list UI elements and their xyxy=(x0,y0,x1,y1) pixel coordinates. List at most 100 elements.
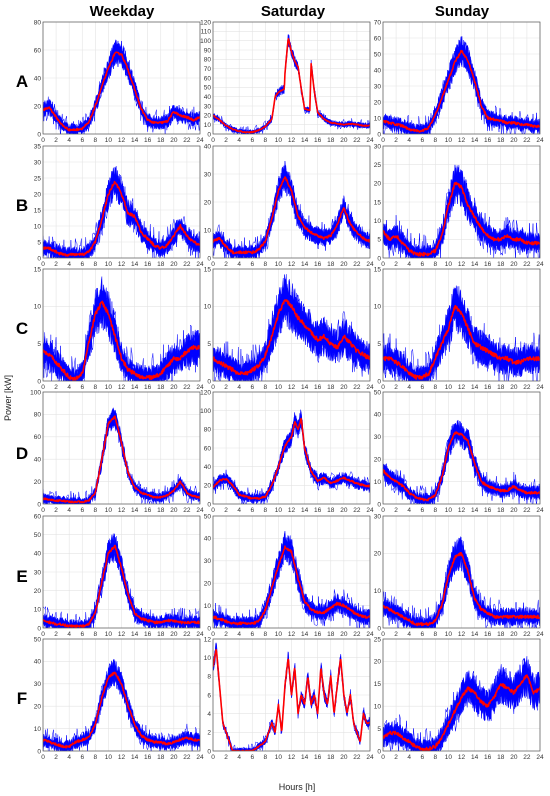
x-tick-label: 2 xyxy=(224,754,228,761)
x-tick-label: 16 xyxy=(484,137,492,144)
series-group xyxy=(383,536,540,628)
x-tick-label: 2 xyxy=(224,631,228,638)
x-tick-label: 2 xyxy=(54,137,58,144)
x-tick-label: 0 xyxy=(41,261,45,268)
series-envelope xyxy=(213,642,370,751)
y-tick-label: 80 xyxy=(34,19,42,26)
y-tick-label: 10 xyxy=(204,655,212,662)
x-tick-label: 16 xyxy=(144,754,152,761)
x-tick-label: 6 xyxy=(250,754,254,761)
x-tick-label: 22 xyxy=(353,384,361,391)
x-tick-label: 6 xyxy=(420,261,424,268)
x-tick-label: 10 xyxy=(445,507,453,514)
x-tick-label: 6 xyxy=(420,507,424,514)
x-tick-label: 18 xyxy=(497,507,505,514)
x-tick-label: 8 xyxy=(434,384,438,391)
plot-frame xyxy=(42,145,201,259)
x-tick-label: 4 xyxy=(67,754,71,761)
x-tick-label: 6 xyxy=(250,137,254,144)
series-group xyxy=(43,165,200,258)
x-tick-label: 16 xyxy=(144,384,152,391)
series-mean-line xyxy=(213,176,370,255)
plot-frame xyxy=(382,638,541,752)
x-tick-label: 8 xyxy=(264,754,268,761)
y-tick-label: 15 xyxy=(34,207,42,214)
x-tick-label: 8 xyxy=(434,631,438,638)
x-tick-label: 22 xyxy=(523,631,531,638)
x-tick-label: 10 xyxy=(105,507,113,514)
series-envelope xyxy=(383,658,540,751)
x-tick-label: 10 xyxy=(445,631,453,638)
y-tick-label: 60 xyxy=(374,35,382,42)
row-label-b: B xyxy=(16,196,28,215)
y-tick-label: 0 xyxy=(207,625,211,632)
x-tick-label: 0 xyxy=(381,261,385,268)
series-group xyxy=(383,36,540,134)
x-tick-label: 0 xyxy=(211,631,215,638)
series-group xyxy=(213,531,370,628)
x-tick-label: 0 xyxy=(381,754,385,761)
x-tick-label: 22 xyxy=(523,754,531,761)
x-tick-label: 12 xyxy=(458,507,466,514)
series-envelope xyxy=(43,533,200,628)
x-tick-label: 22 xyxy=(353,631,361,638)
x-tick-label: 22 xyxy=(183,507,191,514)
x-tick-label: 10 xyxy=(445,261,453,268)
x-tick-label: 12 xyxy=(458,384,466,391)
y-tick-label: 15 xyxy=(374,199,382,206)
x-tick-label: 18 xyxy=(157,631,165,638)
plot-frame xyxy=(212,638,371,752)
y-tick-label: 110 xyxy=(201,29,212,36)
x-tick-label: 6 xyxy=(80,754,84,761)
series-mean-line xyxy=(43,415,200,504)
y-tick-label: 0 xyxy=(207,131,211,138)
x-tick-label: 10 xyxy=(445,384,453,391)
x-tick-label: 12 xyxy=(118,631,126,638)
y-tick-label: 40 xyxy=(374,412,382,419)
y-tick-label: 40 xyxy=(34,659,42,666)
plot-frame xyxy=(382,391,541,505)
y-tick-label: 0 xyxy=(37,501,41,508)
x-tick-label: 0 xyxy=(381,137,385,144)
plot-frame xyxy=(212,268,371,382)
x-tick-label: 0 xyxy=(41,507,45,514)
y-tick-label: 10 xyxy=(374,704,382,711)
y-tick-label: 4 xyxy=(207,711,211,718)
y-tick-label: 0 xyxy=(207,378,211,385)
plot-frame xyxy=(42,391,201,505)
y-tick-label: 10 xyxy=(374,588,382,595)
x-tick-label: 22 xyxy=(183,137,191,144)
y-tick-label: 100 xyxy=(200,408,211,415)
x-tick-label: 6 xyxy=(80,137,84,144)
x-tick-label: 12 xyxy=(458,631,466,638)
series-group xyxy=(43,658,200,751)
y-tick-label: 0 xyxy=(207,501,211,508)
y-tick-label: 120 xyxy=(200,389,211,396)
series-group xyxy=(383,419,540,504)
x-tick-label: 4 xyxy=(67,631,71,638)
series-group xyxy=(213,160,370,258)
series-mean-line xyxy=(43,180,200,257)
x-tick-label: 2 xyxy=(54,384,58,391)
column-title-sunday: Sunday xyxy=(435,3,490,20)
x-tick-label: 4 xyxy=(407,754,411,761)
series-group xyxy=(383,285,540,381)
series-envelope xyxy=(383,419,540,504)
x-tick-label: 0 xyxy=(41,384,45,391)
x-tick-label: 16 xyxy=(144,261,152,268)
y-tick-label: 40 xyxy=(34,551,42,558)
y-tick-label: 60 xyxy=(204,75,212,82)
x-tick-label: 2 xyxy=(54,754,58,761)
x-tick-label: 14 xyxy=(471,507,479,514)
x-tick-label: 2 xyxy=(54,261,58,268)
y-tick-label: 60 xyxy=(34,513,42,520)
y-tick-label: 15 xyxy=(374,266,382,273)
y-tick-label: 20 xyxy=(204,113,212,120)
series-envelope-trace xyxy=(383,165,540,258)
row-labels: A B C D E F xyxy=(16,72,28,708)
x-tick-label: 10 xyxy=(275,754,283,761)
